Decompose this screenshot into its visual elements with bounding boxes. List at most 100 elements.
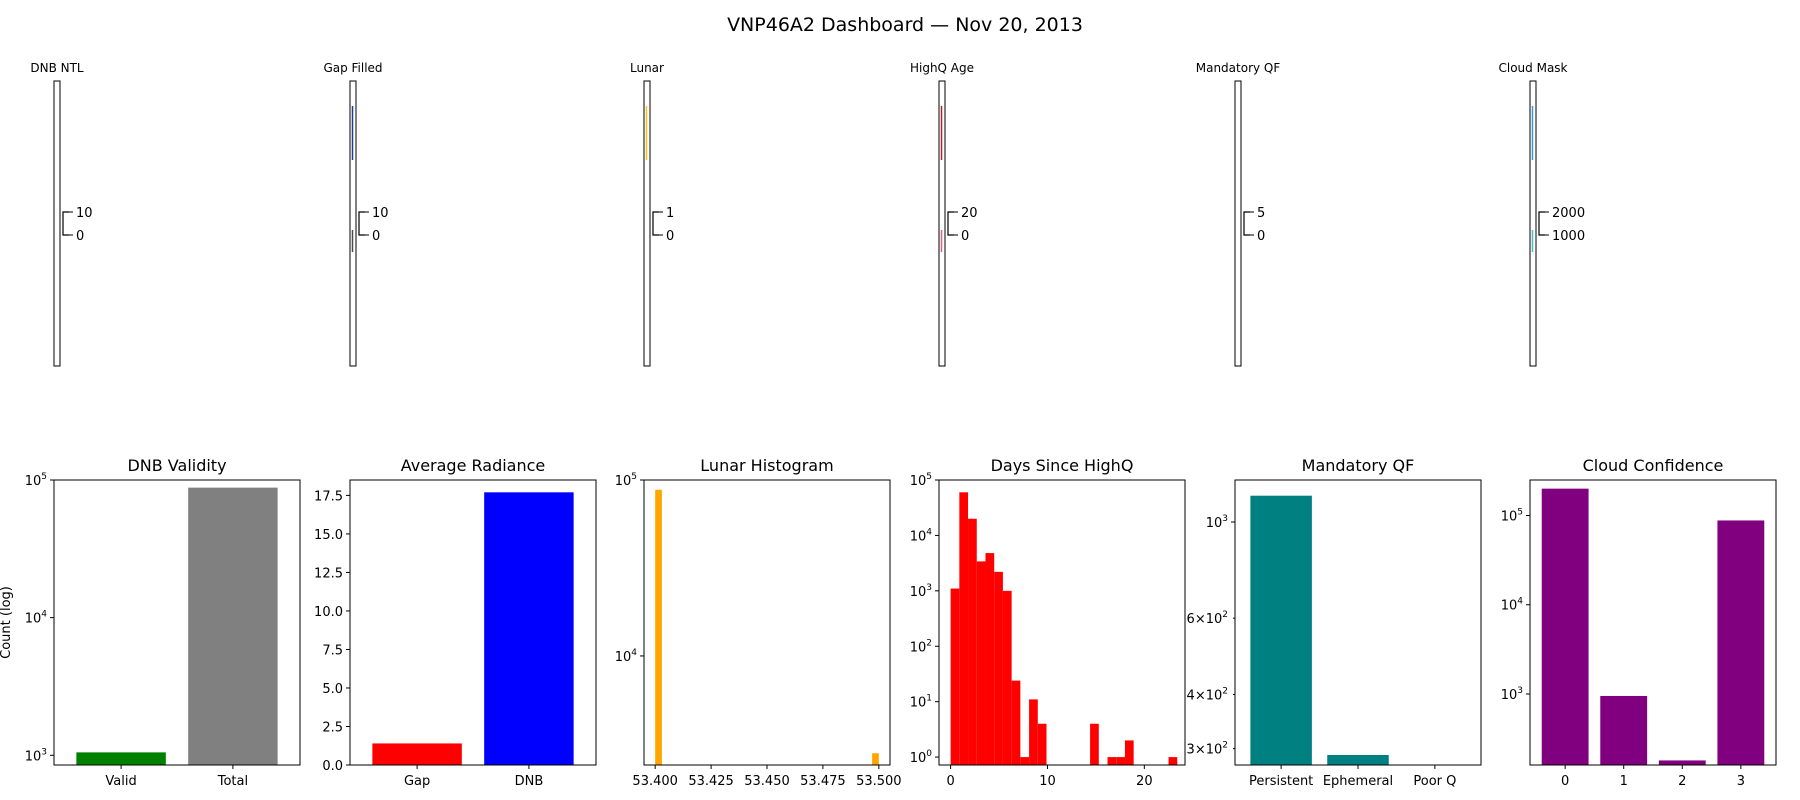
y-tick-label: 105	[615, 472, 637, 489]
y-minor-label-exp: 2	[1222, 741, 1228, 751]
bar	[1717, 520, 1765, 765]
y-tick-label-base: 10	[25, 474, 42, 489]
y-tick-label-base: 10	[25, 749, 42, 764]
x-tick-label: Gap	[404, 774, 430, 789]
y-minor-label-base: 6×10	[1187, 612, 1223, 627]
strip-title: DNB NTL	[30, 61, 84, 75]
x-tick-label: 0	[1561, 774, 1569, 789]
y-tick-label: 103	[1206, 514, 1228, 531]
strip-title: Mandatory QF	[1196, 61, 1281, 75]
y-tick-label-base: 10	[910, 585, 927, 600]
y-minor-label-base: 4×10	[1187, 688, 1223, 703]
histogram-bar	[1020, 757, 1030, 765]
y-tick-label: 103	[1501, 686, 1523, 703]
y-tick-label-base: 10	[1501, 599, 1518, 614]
y-tick-label-exp: 4	[1517, 597, 1523, 607]
y-tick-label: 104	[615, 648, 638, 665]
strip-frame	[53, 80, 61, 367]
strip-title: HighQ Age	[910, 61, 974, 75]
histogram-bar	[1168, 757, 1178, 765]
colorbar-tick-label: 0	[961, 229, 969, 244]
panel-title: Mandatory QF	[1302, 456, 1415, 475]
y-axis-label: Count (log)	[0, 586, 14, 659]
y-tick-label: 103	[25, 747, 47, 764]
histogram-bar	[1124, 740, 1134, 765]
y-tick-label: 105	[1501, 508, 1523, 525]
y-tick-label: 105	[25, 472, 47, 489]
x-tick-label: Poor Q	[1413, 774, 1456, 789]
y-tick-label: 103	[910, 583, 932, 600]
y-tick-label: 2.5	[322, 720, 343, 735]
y-tick-label-base: 10	[615, 650, 632, 665]
x-tick-label: Valid	[105, 774, 136, 789]
histogram-bar	[1090, 723, 1099, 765]
panel-title: Lunar Histogram	[700, 456, 833, 475]
histogram-bar	[985, 553, 995, 765]
y-minor-label: 4×102	[1187, 686, 1228, 703]
y-tick-label: 0.0	[322, 759, 343, 774]
y-tick-label-base: 10	[1501, 510, 1518, 525]
colorbar-tick-label: 1000	[1552, 229, 1585, 244]
y-minor-label-exp: 2	[1222, 686, 1228, 696]
y-tick-label-base: 10	[910, 640, 927, 655]
y-tick-label-exp: 3	[1222, 514, 1228, 524]
histogram-bar	[655, 489, 662, 765]
bar	[1600, 695, 1648, 765]
colorbar-bracket	[652, 211, 659, 236]
y-tick-label-base: 10	[1206, 516, 1223, 531]
y-tick-label-base: 10	[910, 751, 927, 766]
y-tick-label-exp: 5	[41, 472, 47, 482]
colorbar-tick-label: 1	[666, 206, 674, 221]
bar	[76, 752, 166, 765]
y-tick-label-exp: 4	[926, 527, 932, 537]
strip-frame	[643, 80, 651, 367]
y-tick-label-base: 10	[25, 612, 42, 627]
histogram-bar	[1002, 590, 1012, 765]
colorbar-tick-label: 20	[961, 206, 978, 221]
strip-5: Cloud Mask 2000 1000	[1499, 61, 1585, 367]
bar	[484, 492, 574, 765]
y-tick-label-exp: 2	[926, 638, 932, 648]
y-tick-label-base: 10	[910, 474, 927, 489]
bar	[1250, 495, 1312, 765]
y-tick-label-exp: 4	[41, 610, 47, 620]
y-minor-label: 3×102	[1187, 741, 1228, 758]
x-tick-label: 20	[1136, 774, 1153, 789]
y-tick-label: 100	[910, 749, 933, 766]
y-tick-label: 104	[1501, 597, 1524, 614]
panel-frame	[1234, 479, 1482, 766]
y-tick-label: 12.5	[314, 566, 343, 581]
y-tick-label: 17.5	[314, 489, 343, 504]
x-tick-label: Ephemeral	[1323, 774, 1393, 789]
colorbar-tick-label: 10	[372, 206, 389, 221]
histogram-bar	[1107, 757, 1117, 765]
y-tick-label-exp: 3	[926, 583, 932, 593]
colorbar-tick-label: 5	[1257, 206, 1265, 221]
x-tick-label: 53.400	[632, 774, 678, 789]
bar	[1327, 755, 1389, 765]
y-tick-label: 5.0	[322, 682, 343, 697]
x-tick-label: 53.475	[800, 774, 846, 789]
bar	[372, 743, 462, 765]
strip-4: Mandatory QF 5 0	[1196, 61, 1281, 367]
histogram-bar	[994, 571, 1003, 765]
panel-title: DNB Validity	[127, 456, 226, 475]
y-tick-label: 104	[25, 610, 48, 627]
x-tick-label: 53.425	[688, 774, 734, 789]
bar	[188, 487, 278, 765]
colorbar-bracket	[1243, 211, 1250, 236]
x-tick-label: 10	[1039, 774, 1056, 789]
x-tick-label: 0	[946, 774, 954, 789]
panel-frame	[643, 479, 891, 766]
x-tick-label: 53.500	[856, 774, 902, 789]
strip-title: Cloud Mask	[1499, 61, 1568, 75]
panel-frame	[1529, 479, 1777, 766]
colorbar-tick-label: 0	[1257, 229, 1265, 244]
y-tick-label: 104	[910, 527, 933, 544]
colorbar-bracket	[947, 211, 954, 236]
panel-title: Average Radiance	[401, 456, 546, 475]
